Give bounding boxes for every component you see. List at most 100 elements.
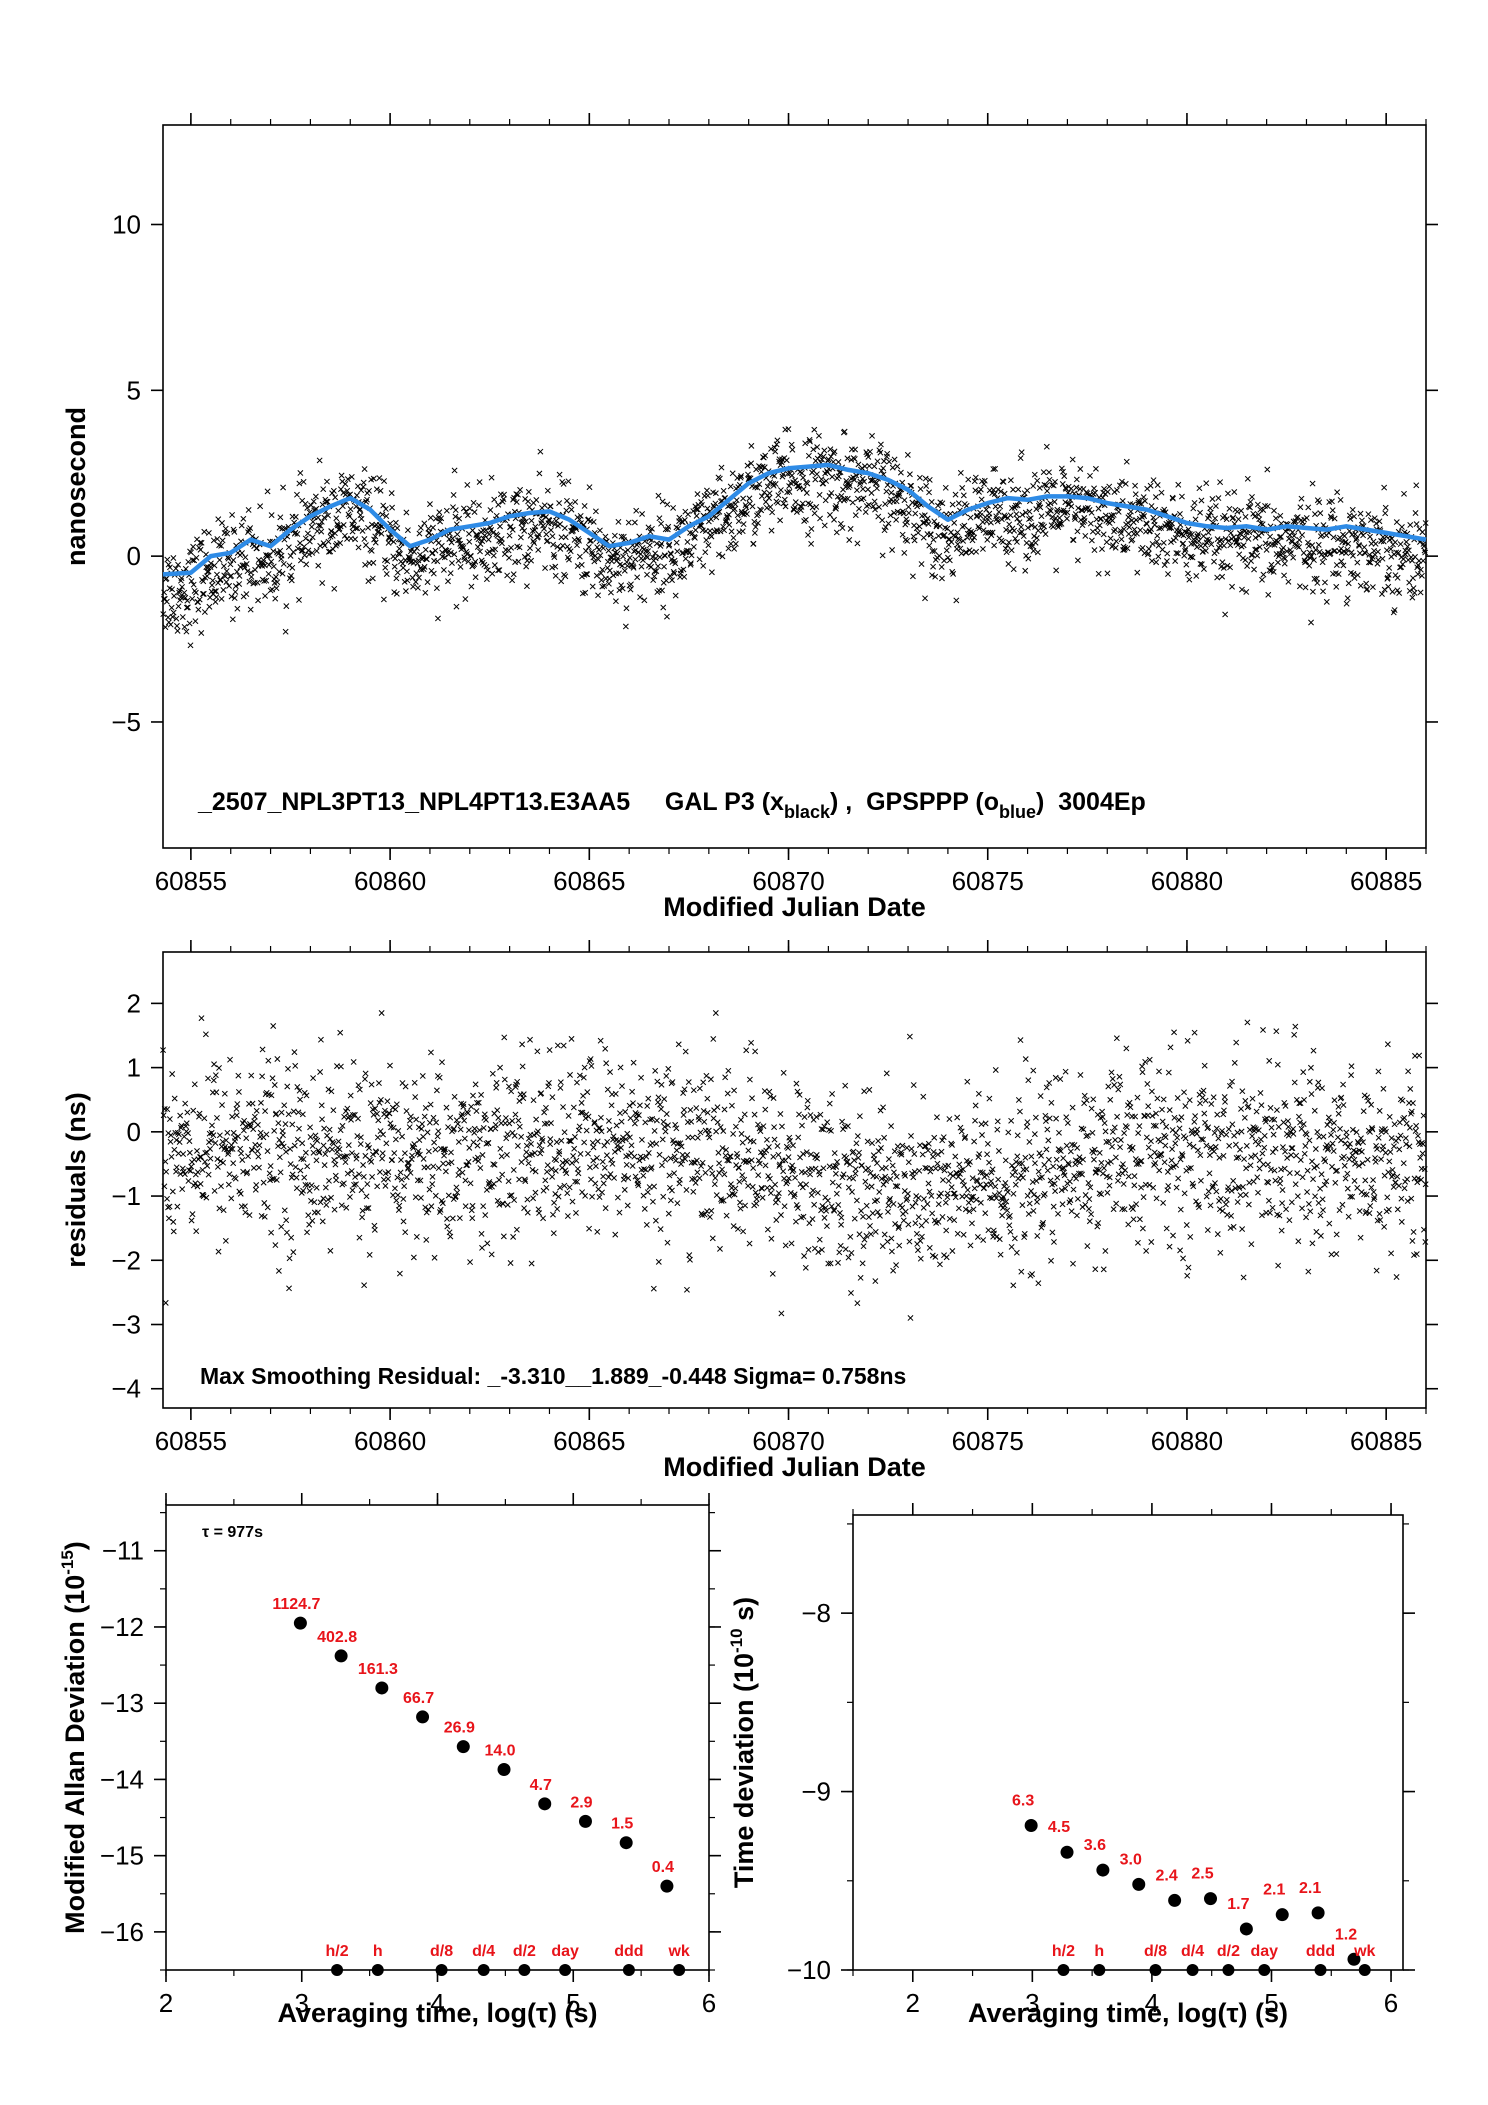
- timeseries-x-tick-label: 60875: [952, 866, 1024, 896]
- residuals-point: [260, 1179, 267, 1186]
- timeseries-point: [449, 560, 455, 566]
- timeseries-point: [1050, 523, 1057, 530]
- timeseries-point: [198, 630, 205, 636]
- residuals-point: [1045, 1137, 1052, 1144]
- timeseries-point: [943, 547, 950, 554]
- timeseries-point: [501, 491, 508, 498]
- timeseries-point: [713, 514, 720, 521]
- timeseries-point: [1323, 598, 1330, 605]
- timeseries-point: [176, 589, 183, 596]
- residuals-point: [1234, 1199, 1241, 1206]
- residuals-point: [1005, 1129, 1012, 1136]
- residuals-point: [186, 1149, 193, 1156]
- timeseries-point: [1282, 555, 1289, 562]
- residuals-point: [746, 1076, 753, 1083]
- residuals-point: [1038, 1152, 1045, 1159]
- residuals-point: [1221, 1093, 1228, 1100]
- timeseries-annotation: _2507_NPL3PT13_NPL4PT13.E3AA5 GAL P3 (xb…: [197, 788, 1146, 822]
- timeseries-point: [805, 532, 811, 538]
- residuals-point: [737, 1205, 744, 1212]
- timeseries-point: [634, 574, 641, 581]
- residuals-point: [297, 1096, 304, 1103]
- timeseries-point: [1347, 515, 1354, 522]
- timeseries-point: [763, 504, 770, 511]
- residuals-point: [792, 1174, 799, 1181]
- residuals-point: [1120, 1180, 1127, 1187]
- timeseries-point: [350, 523, 357, 530]
- residuals-point: [694, 1134, 701, 1141]
- timeseries-point: [1123, 458, 1130, 465]
- residuals-point: [657, 1226, 664, 1233]
- timeseries-point: [1238, 507, 1245, 514]
- timeseries-point: [1247, 504, 1253, 511]
- timeseries-point: [403, 509, 410, 516]
- timeseries-point: [1240, 542, 1247, 549]
- residuals-point: [189, 1211, 196, 1218]
- timeseries-point: [641, 597, 648, 604]
- residuals-point: [1117, 1144, 1123, 1151]
- residuals-point: [219, 1138, 226, 1145]
- timeseries-point: [633, 507, 640, 514]
- residuals-point: [605, 1117, 612, 1124]
- timeseries-point: [1098, 515, 1105, 522]
- residuals-point: [493, 1079, 500, 1086]
- timeseries-point: [775, 492, 782, 499]
- residuals-point: [930, 1153, 936, 1160]
- residuals-point: [997, 1251, 1004, 1258]
- residuals-point: [982, 1120, 989, 1127]
- timeseries-point: [440, 566, 447, 573]
- residuals-point: [321, 1162, 328, 1169]
- residuals-point: [1390, 1184, 1397, 1191]
- timeseries-point: [814, 444, 821, 451]
- residuals-point: [1217, 1249, 1224, 1256]
- residuals-point: [1267, 1209, 1273, 1216]
- timeseries-point: [279, 525, 286, 532]
- timeseries-point: [1406, 579, 1413, 586]
- residuals-point: [1064, 1120, 1071, 1126]
- timeseries-point: [383, 571, 390, 577]
- timeseries-point: [623, 605, 630, 612]
- timeseries-point: [971, 478, 978, 485]
- timeseries-point: [1418, 572, 1425, 579]
- timeseries-point: [690, 543, 697, 550]
- timeseries-point: [901, 549, 908, 556]
- residuals-point: [1054, 1174, 1061, 1181]
- timeseries-point: [1363, 580, 1370, 587]
- timeseries-point: [598, 570, 604, 577]
- timeseries-point: [1072, 516, 1079, 523]
- residuals-point: [273, 1110, 280, 1117]
- residuals-point: [1073, 1212, 1080, 1219]
- residuals-point: [293, 1174, 300, 1181]
- timeseries-point: [1277, 533, 1284, 540]
- residuals-point: [867, 1231, 874, 1238]
- timeseries-point: [1126, 512, 1133, 519]
- timeseries-point: [199, 591, 206, 597]
- timeseries-point: [1356, 543, 1363, 549]
- residuals-point: [393, 1197, 400, 1204]
- residuals-point: [1070, 1186, 1077, 1193]
- timeseries-point: [859, 475, 866, 482]
- timeseries-point: [976, 525, 983, 532]
- timeseries-point: [681, 517, 688, 523]
- timeseries-point: [1248, 558, 1254, 564]
- residuals-point: [304, 1229, 310, 1236]
- timeseries-point: [751, 530, 758, 536]
- residuals-point: [1255, 1141, 1262, 1148]
- residuals-point: [889, 1162, 896, 1169]
- residuals-point: [356, 1234, 363, 1241]
- timeseries-point: [1209, 496, 1216, 502]
- residuals-point: [1233, 1039, 1240, 1046]
- timeseries-point: [661, 563, 668, 570]
- residuals-point: [906, 1238, 913, 1245]
- timeseries-point: [1175, 550, 1181, 557]
- residuals-point: [1197, 1152, 1204, 1159]
- timeseries-point: [670, 504, 677, 511]
- timeseries-point: [1288, 550, 1294, 557]
- timeseries-point: [412, 578, 419, 585]
- timeseries-point: [452, 507, 459, 514]
- timeseries-point: [296, 597, 302, 603]
- residuals-point: [553, 1157, 560, 1164]
- residuals-point: [697, 1129, 704, 1136]
- timeseries-point: [372, 533, 379, 540]
- residuals-point: [709, 1170, 716, 1177]
